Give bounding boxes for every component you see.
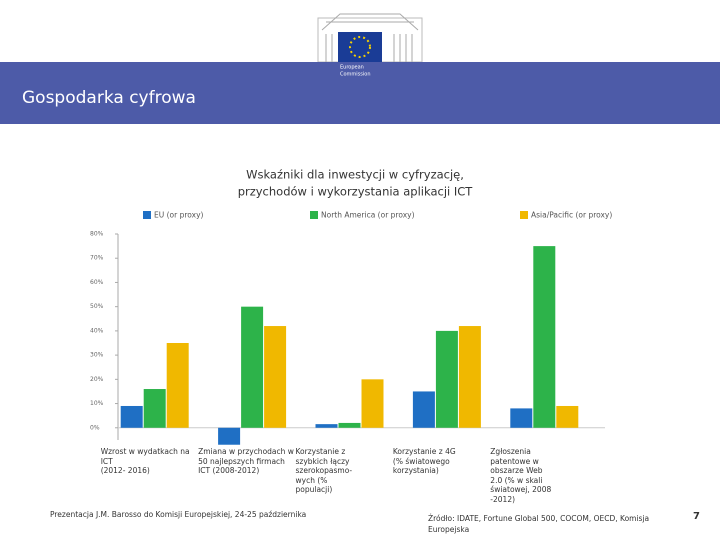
footer-source: Źródło: IDATE, Fortune Global 500, COCOM… — [428, 514, 650, 534]
bar — [412, 391, 435, 428]
bar — [510, 408, 533, 428]
logo-text: European — [340, 65, 364, 71]
bar — [458, 326, 481, 428]
y-tick-label: 20% — [90, 376, 104, 383]
bar — [241, 306, 264, 428]
footer-presentation: Prezentacja J.M. Barosso do Komisji Euro… — [50, 510, 307, 519]
legend-label: EU (or proxy) — [154, 211, 204, 220]
bar — [315, 424, 338, 428]
bar — [143, 389, 166, 428]
bar — [361, 379, 384, 428]
legend-swatch — [520, 211, 528, 219]
chart-title: Wskaźniki dla inwestycji w cyfryzację, — [246, 168, 464, 182]
bar — [218, 427, 241, 445]
logo-text: Commission — [340, 72, 371, 78]
x-tick-label: Korzystanie z szybkich łączy szerokopasm… — [295, 447, 353, 494]
x-tick-label: Korzystanie z 4G (% światowego korzystan… — [392, 447, 456, 475]
bar — [435, 330, 458, 428]
y-tick-label: 0% — [90, 424, 100, 431]
slide-title: Gospodarka cyfrowa — [22, 88, 196, 108]
legend-label: North America (or proxy) — [321, 211, 415, 220]
chart-title: przychodów i wykorzystania aplikacji ICT — [238, 185, 474, 199]
y-tick-label: 40% — [90, 327, 104, 334]
y-tick-label: 80% — [90, 231, 104, 238]
bar — [120, 405, 143, 428]
y-tick-label: 30% — [90, 352, 104, 359]
logo-stars — [349, 36, 371, 58]
x-tick-label: Zmiana w przychodach w 50 najlepszych fi… — [198, 447, 294, 475]
legend-swatch — [143, 211, 151, 219]
bar — [533, 246, 556, 428]
y-tick-label: 60% — [90, 279, 104, 286]
header-band — [0, 62, 720, 124]
bar — [264, 326, 287, 428]
bar — [338, 422, 361, 428]
y-tick-label: 50% — [90, 303, 104, 310]
page-number: 7 — [693, 511, 700, 522]
logo: European — [317, 13, 423, 71]
x-tick-label: Zgłoszenia patentowe w obszarze Web 2.0 … — [490, 447, 552, 504]
y-tick-label: 10% — [90, 400, 104, 407]
y-tick-label: 70% — [90, 255, 104, 262]
bar — [556, 405, 579, 428]
legend-label: Asia/Pacific (or proxy) — [531, 211, 612, 220]
bar — [166, 343, 189, 428]
legend-swatch — [310, 211, 318, 219]
logo-lines — [321, 13, 419, 62]
x-tick-label: Wzrost w wydatkach na ICT (2012- 2016) — [100, 447, 190, 475]
